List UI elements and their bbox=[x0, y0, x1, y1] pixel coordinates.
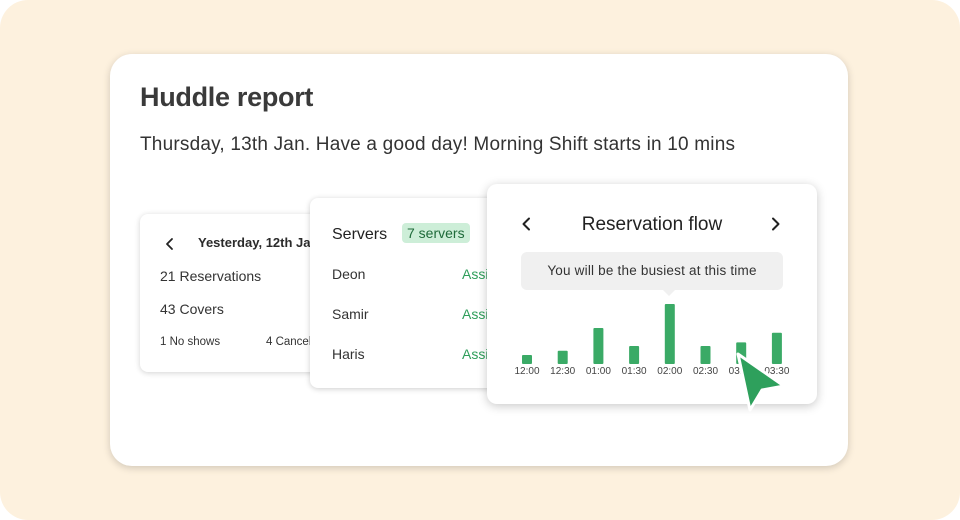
chart-bar-1230[interactable] bbox=[557, 350, 568, 364]
chart-tick-label: 02:30 bbox=[693, 366, 718, 377]
reservations-label: Reservations bbox=[179, 268, 262, 284]
chart-bar-0200[interactable] bbox=[664, 304, 675, 364]
chart-bar-0130[interactable] bbox=[629, 346, 640, 364]
chevron-left-icon[interactable] bbox=[519, 216, 535, 232]
reservations-stat: 21 Reservations bbox=[160, 268, 261, 284]
yesterday-summary-card: Yesterday, 12th Jan 21 Reservations 43 C… bbox=[140, 214, 340, 372]
page-subtitle: Thursday, 13th Jan. Have a good day! Mor… bbox=[140, 134, 736, 155]
chart-tick-label: 12:00 bbox=[514, 366, 539, 377]
chevron-left-icon[interactable] bbox=[162, 236, 178, 252]
tooltip-arrow bbox=[663, 290, 675, 296]
pointer-cursor-icon bbox=[736, 352, 786, 412]
server-name: Haris bbox=[332, 346, 365, 362]
chart-bar-0100[interactable] bbox=[593, 328, 604, 364]
reservation-flow-card: Reservation flow You will be the busiest… bbox=[487, 184, 817, 404]
server-name: Deon bbox=[332, 266, 366, 282]
chart-tick-label: 01:30 bbox=[622, 366, 647, 377]
reservations-count: 21 bbox=[160, 268, 176, 284]
covers-label: Covers bbox=[179, 301, 224, 317]
chart-tick-label: 02:00 bbox=[657, 366, 682, 377]
server-name: Samir bbox=[332, 306, 369, 322]
chevron-right-icon[interactable] bbox=[767, 216, 783, 232]
yesterday-date-label: Yesterday, 12th Jan bbox=[198, 235, 319, 250]
servers-card: Servers 7 servers Deon Assign Samir Assi… bbox=[310, 198, 500, 388]
covers-stat: 43 Covers bbox=[160, 301, 224, 317]
chart-bar-0230[interactable] bbox=[700, 346, 711, 364]
page-title: Huddle report bbox=[140, 82, 314, 112]
chart-bar-1200[interactable] bbox=[522, 355, 532, 364]
chart-tick-label: 01:00 bbox=[586, 366, 611, 377]
reservation-flow-title: Reservation flow bbox=[581, 214, 723, 235]
covers-count: 43 bbox=[160, 301, 176, 317]
chart-bar-0330[interactable] bbox=[771, 332, 782, 364]
servers-title: Servers bbox=[332, 226, 388, 243]
busiest-time-tooltip: You will be the busiest at this time bbox=[521, 252, 783, 290]
no-shows-stat: 1 No shows bbox=[160, 336, 221, 348]
servers-count-badge: 7 servers bbox=[402, 223, 470, 243]
chart-tick-label: 12:30 bbox=[550, 366, 575, 377]
chart-tick-label: 03:30 bbox=[764, 366, 789, 377]
